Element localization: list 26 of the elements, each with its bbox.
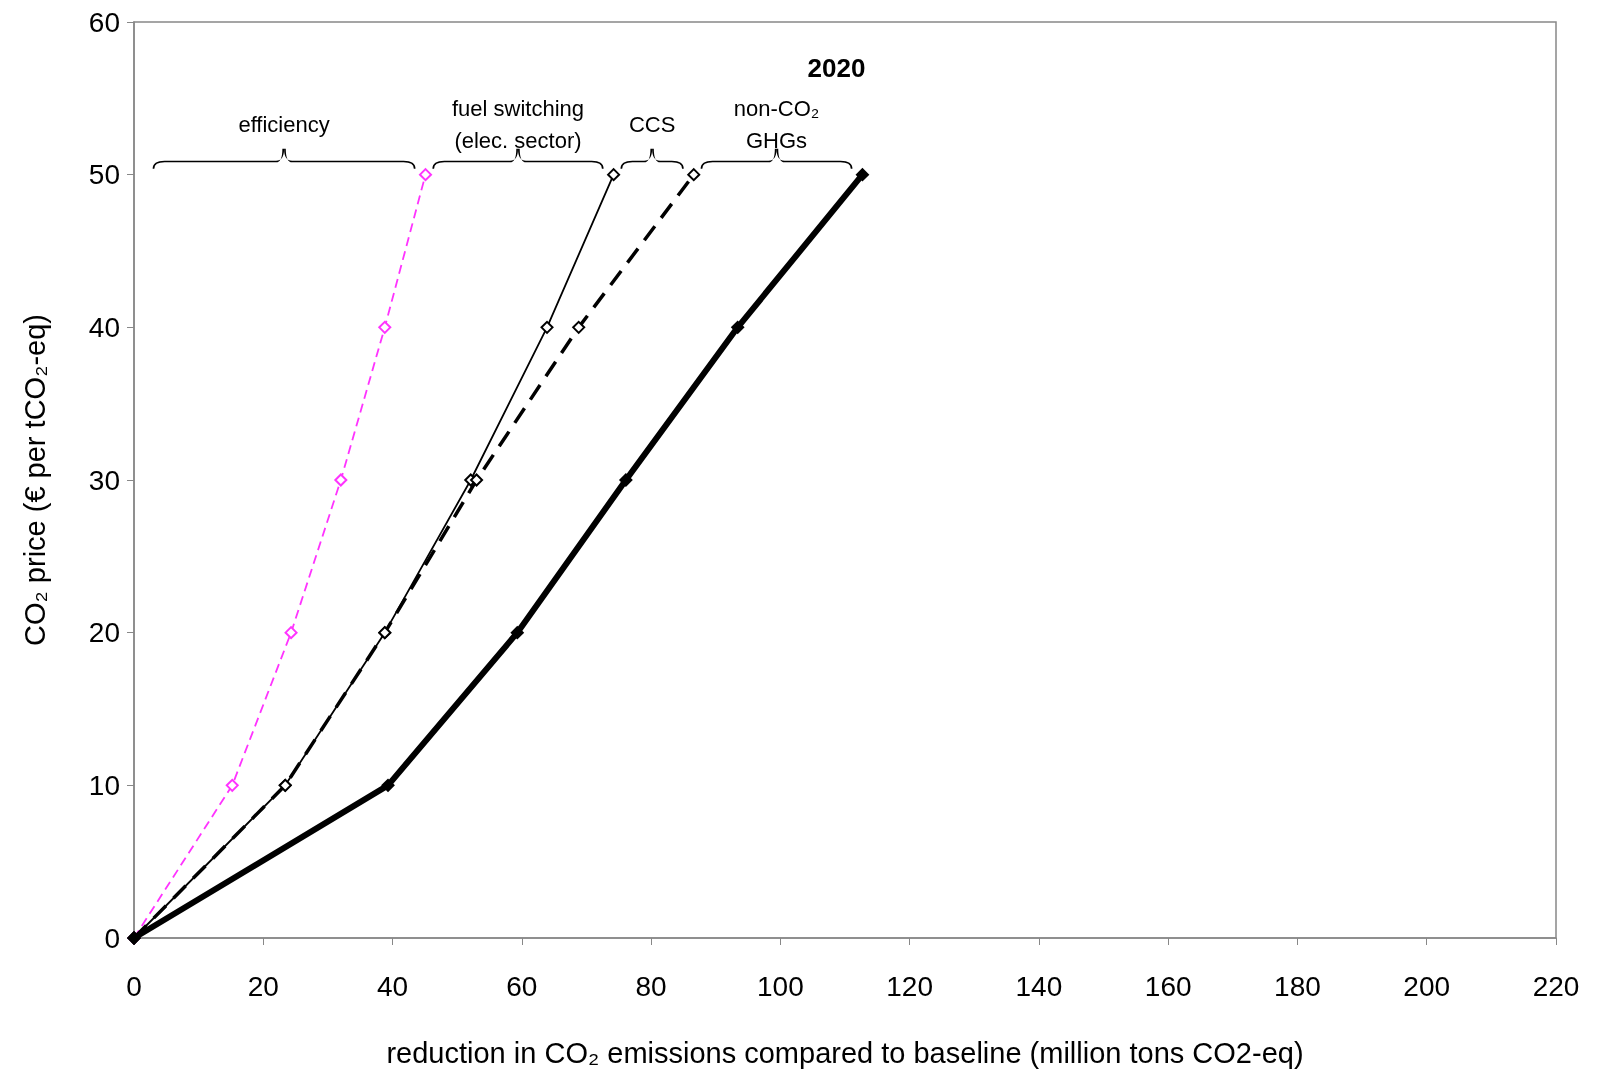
x-tick-label: 80 xyxy=(635,970,667,1002)
annotation: non-CO₂ GHGs xyxy=(733,96,820,154)
y-axis-title: CO₂ price (€ per tCO₂-eq) xyxy=(18,314,51,646)
x-tick-label: 0 xyxy=(126,970,142,1002)
x-tick-label: 180 xyxy=(1274,970,1321,1002)
y-tick-label: 20 xyxy=(88,617,120,649)
y-tick-label: 40 xyxy=(88,311,120,343)
y-tick-label: 50 xyxy=(88,159,120,191)
annotation: fuel switching (elec. sector) xyxy=(451,96,585,154)
x-axis-title: reduction in CO₂ emissions compared to baseline (million tons CO2-eq) xyxy=(386,1036,1304,1069)
x-tick-label: 220 xyxy=(1532,970,1580,1002)
x-tick-label: 160 xyxy=(1144,970,1192,1002)
x-tick-label: 200 xyxy=(1403,970,1451,1002)
annotation: CCS xyxy=(628,112,676,138)
x-tick-label: 60 xyxy=(506,970,538,1002)
y-tick-label: 10 xyxy=(88,769,120,801)
y-tick-label: 30 xyxy=(88,464,120,496)
x-tick-label: 100 xyxy=(757,970,804,1002)
annotation: 2020 xyxy=(807,52,866,83)
x-tick-label: 120 xyxy=(886,970,933,1002)
annotation: efficiency xyxy=(238,112,330,138)
y-tick-label: 60 xyxy=(88,6,120,38)
x-tick-label: 140 xyxy=(1015,970,1063,1002)
x-tick-label: 20 xyxy=(247,970,279,1002)
y-tick-label: 0 xyxy=(104,922,120,954)
x-tick-label: 40 xyxy=(376,970,409,1002)
